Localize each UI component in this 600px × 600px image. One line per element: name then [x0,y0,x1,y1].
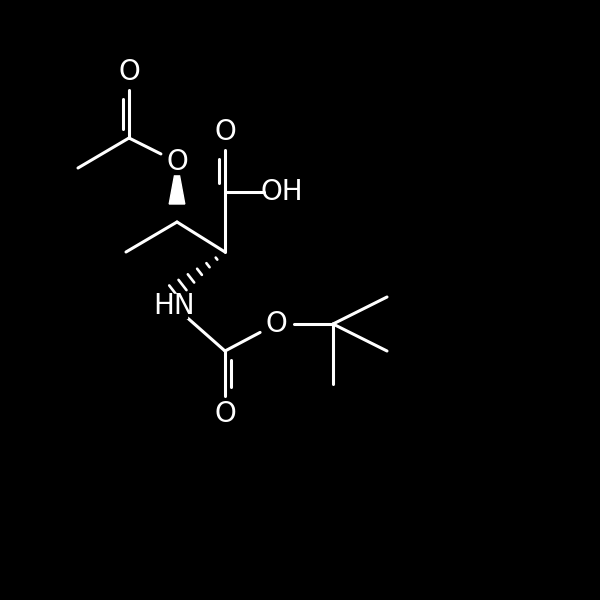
Text: O: O [214,400,236,428]
Text: O: O [166,148,188,176]
Text: OH: OH [260,178,304,206]
Bar [269,180,295,204]
Text: O: O [214,118,236,146]
Bar [121,60,137,84]
Bar [169,150,185,174]
Bar [268,312,284,336]
Text: O: O [265,310,287,338]
Bar [217,402,233,426]
Text: O: O [118,58,140,86]
Bar [217,120,233,144]
Text: HN: HN [153,292,195,320]
Bar [161,294,187,318]
Polygon shape [169,162,185,204]
